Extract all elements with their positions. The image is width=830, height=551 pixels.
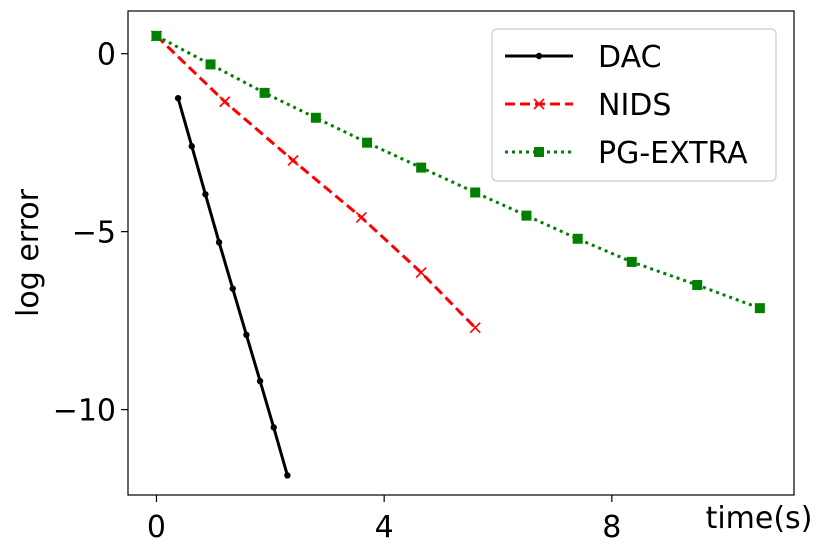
x-tick-label: 8 bbox=[602, 510, 621, 545]
legend-marker bbox=[533, 98, 545, 110]
pg-extra-point bbox=[521, 210, 532, 221]
pg-extra-line bbox=[155, 34, 761, 310]
dac-point bbox=[202, 191, 209, 198]
pg-extra-point bbox=[362, 137, 373, 148]
dac-point bbox=[188, 143, 195, 150]
nids-point bbox=[469, 322, 481, 334]
series-pg-extra bbox=[151, 30, 765, 314]
legend-item-pg-extra: PG-EXTRA bbox=[505, 136, 748, 171]
pg-extra-point bbox=[259, 87, 270, 98]
pg-extra-point bbox=[310, 112, 321, 123]
y-axis-label: log error bbox=[11, 188, 46, 317]
dac-point bbox=[229, 285, 236, 292]
pg-extra-point bbox=[151, 30, 162, 41]
dac-point bbox=[284, 472, 291, 479]
nids-point bbox=[287, 154, 299, 167]
y-tick-label: −10 bbox=[53, 394, 116, 429]
dac-point bbox=[243, 331, 250, 339]
legend: DAC NIDS PG-EXTRA bbox=[491, 28, 777, 182]
legend-item-dac: DAC bbox=[505, 40, 662, 75]
nids-line bbox=[155, 34, 477, 329]
pg-extra-point bbox=[754, 303, 765, 314]
nids-point bbox=[415, 267, 427, 279]
series-dac bbox=[174, 94, 291, 479]
pg-extra-point bbox=[572, 233, 583, 244]
pg-extra-point bbox=[470, 187, 481, 198]
y-tick-label: 0 bbox=[97, 38, 116, 73]
y-tick-label: −5 bbox=[72, 216, 116, 251]
dac-point bbox=[215, 239, 223, 246]
pg-extra-point bbox=[205, 59, 216, 70]
legend-box bbox=[491, 28, 777, 182]
legend-marker bbox=[534, 147, 544, 157]
x-tick-label: 0 bbox=[147, 510, 166, 545]
dac-point bbox=[174, 94, 182, 102]
pg-extra-point bbox=[416, 162, 427, 173]
legend-label: DAC bbox=[598, 40, 662, 75]
x-tick-label: 4 bbox=[375, 510, 394, 545]
pg-extra-point bbox=[626, 256, 637, 267]
nids-point bbox=[355, 211, 367, 223]
dac-point bbox=[270, 424, 277, 431]
legend-marker bbox=[535, 52, 543, 60]
pg-extra-point bbox=[692, 280, 703, 291]
dac-point bbox=[256, 377, 264, 385]
legend-item-nids: NIDS bbox=[505, 88, 671, 123]
legend-label: PG-EXTRA bbox=[598, 136, 748, 171]
nids-point bbox=[219, 96, 231, 108]
legend-label: NIDS bbox=[598, 88, 671, 123]
x-axis-label: time(s) bbox=[706, 501, 813, 536]
